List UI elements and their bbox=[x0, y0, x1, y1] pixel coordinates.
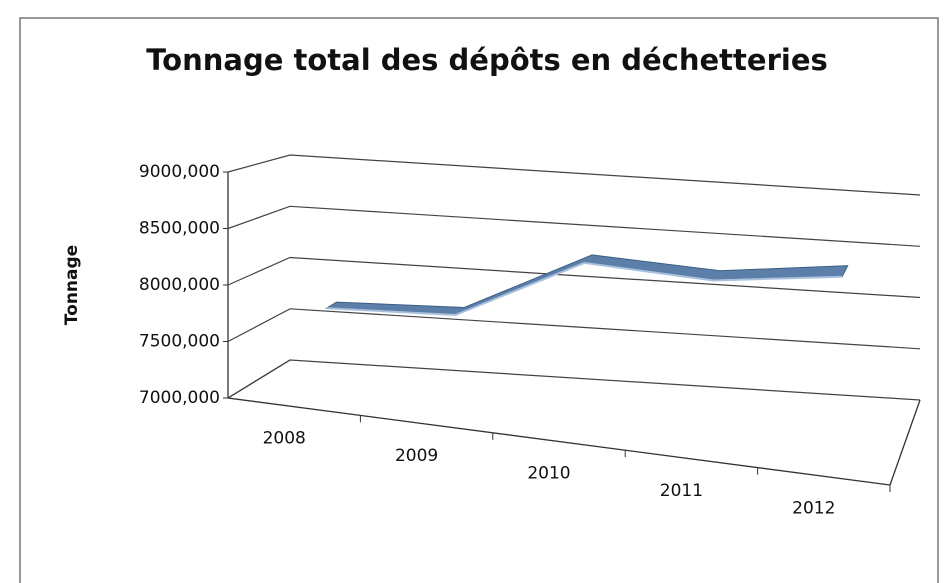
x-tick-label: 2010 bbox=[527, 464, 570, 484]
line bbox=[326, 261, 843, 317]
grid-line bbox=[227, 359, 921, 401]
grid-line bbox=[227, 308, 921, 350]
x-tick-label: 2008 bbox=[263, 429, 306, 449]
x-tick-label: 2012 bbox=[792, 498, 835, 518]
wall-edge bbox=[889, 399, 921, 486]
x-tick-label: 2009 bbox=[395, 446, 438, 466]
y-tick-label: 9000,000 bbox=[139, 162, 220, 182]
y-axis-label: Tonnage bbox=[62, 245, 82, 325]
grid-line bbox=[227, 256, 921, 299]
chart-title: Tonnage total des dépôts en déchetteries bbox=[146, 43, 828, 77]
y-tick-label: 8500,000 bbox=[139, 219, 220, 239]
grid-line bbox=[227, 154, 921, 196]
chart-frame bbox=[19, 17, 939, 583]
y-tick-label: 8000,000 bbox=[139, 275, 220, 295]
y-tick-label: 7000,000 bbox=[139, 388, 220, 408]
y-tick-label: 7500,000 bbox=[139, 332, 220, 352]
grid-line bbox=[227, 205, 921, 247]
x-tick-label: 2011 bbox=[660, 481, 703, 501]
